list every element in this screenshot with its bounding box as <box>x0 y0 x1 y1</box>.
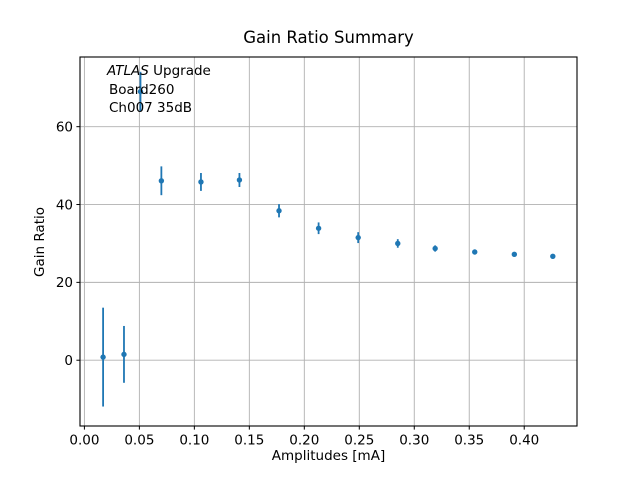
data-point-marker <box>550 253 556 259</box>
y-tick-label: 40 <box>56 197 73 213</box>
y-tick-label: 20 <box>56 275 73 291</box>
data-point-marker <box>198 179 204 185</box>
x-tick-label: 0.00 <box>69 433 99 449</box>
annotation-channel: Ch007 35dB <box>109 100 193 116</box>
y-axis-label: Gain Ratio <box>32 207 48 277</box>
data-point-marker <box>236 177 243 183</box>
x-tick-label: 0.30 <box>399 433 429 449</box>
data-point-marker <box>432 245 438 252</box>
y-tick-label: 60 <box>56 119 73 135</box>
data-point-marker <box>315 225 322 231</box>
data-point-marker <box>158 178 165 184</box>
annotation-line-1: ATLAS Upgrade <box>107 62 211 81</box>
annotation-experiment: ATLAS <box>107 63 149 79</box>
data-point-marker <box>395 240 401 247</box>
axes-spines <box>79 56 578 427</box>
plot-annotation: ATLAS Upgrade Board260 Ch007 35dB <box>107 62 211 118</box>
annotation-board: Board260 <box>109 81 175 98</box>
data-point-marker <box>276 208 282 214</box>
data-point-marker <box>137 88 144 95</box>
x-tick-label: 0.05 <box>124 433 154 449</box>
chart-title: Gain Ratio Summary <box>243 28 414 47</box>
x-tick-label: 0.20 <box>289 433 319 449</box>
x-tick-label: 0.35 <box>454 433 484 449</box>
x-tick-label: 0.25 <box>344 433 374 449</box>
data-point-marker <box>121 351 127 358</box>
y-tick-label: 0 <box>64 353 73 369</box>
data-point-marker <box>511 251 518 258</box>
annotation-upgrade: Upgrade <box>148 63 211 79</box>
data-point-marker <box>355 234 361 241</box>
x-tick-label: 0.10 <box>179 433 209 449</box>
data-point-marker <box>472 249 478 255</box>
x-tick-label: 0.40 <box>509 433 539 449</box>
x-tick-label: 0.15 <box>234 433 264 449</box>
x-axis-label: Amplitudes [mA] <box>271 448 386 464</box>
data-point-marker <box>100 354 106 360</box>
